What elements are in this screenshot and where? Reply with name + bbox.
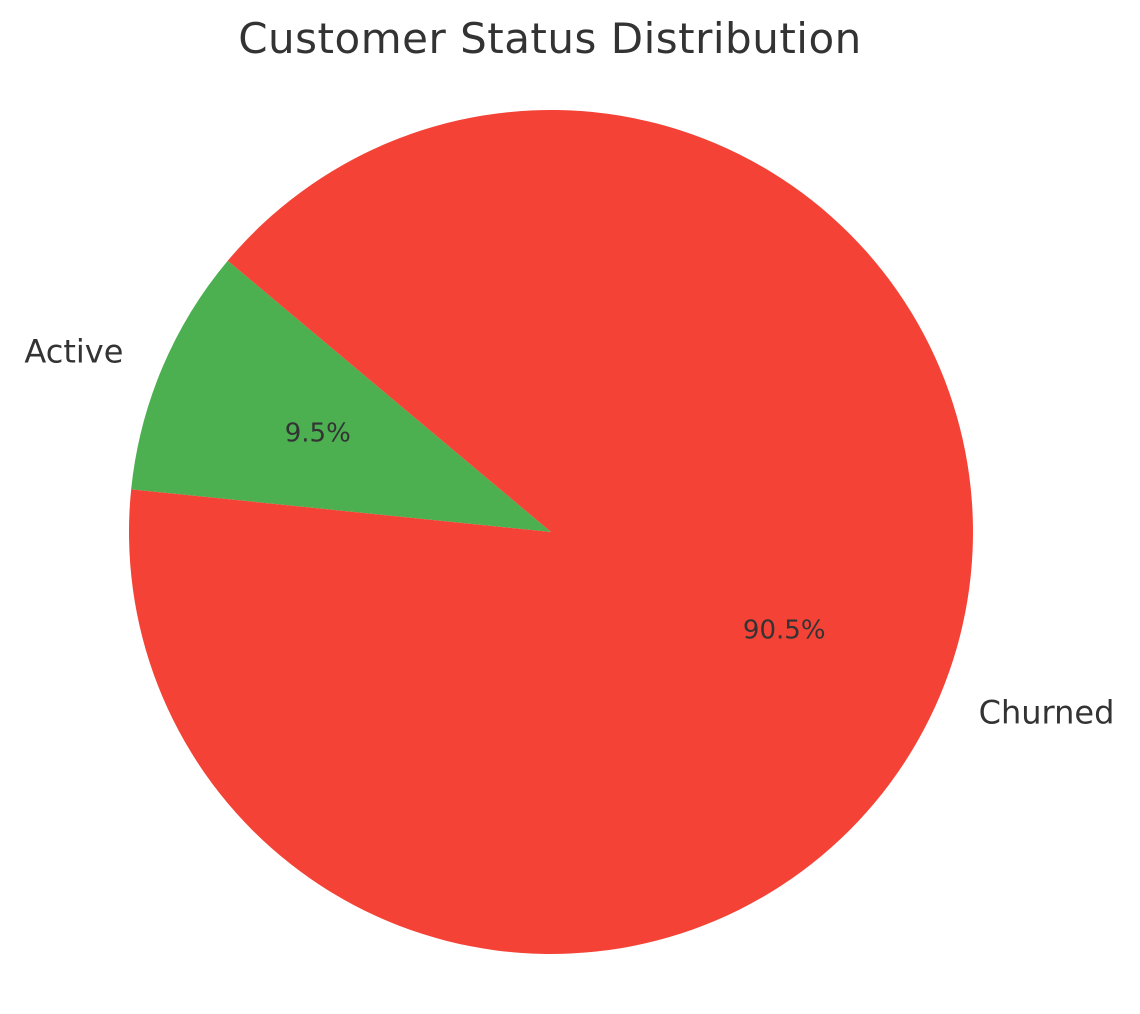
slice-value-label-active: 9.5% — [285, 418, 351, 448]
slice-category-label-churned: Churned — [979, 694, 1115, 732]
pie-slice-churned — [128, 109, 973, 954]
slice-category-label-active: Active — [24, 332, 123, 370]
pie-slice-active — [131, 260, 551, 532]
labels-layer: 9.5% Active 90.5% Churned — [24, 332, 1114, 731]
slices-layer — [128, 109, 973, 954]
chart-title: Customer Status Distribution — [238, 14, 862, 63]
slice-value-label-churned: 90.5% — [743, 616, 826, 646]
